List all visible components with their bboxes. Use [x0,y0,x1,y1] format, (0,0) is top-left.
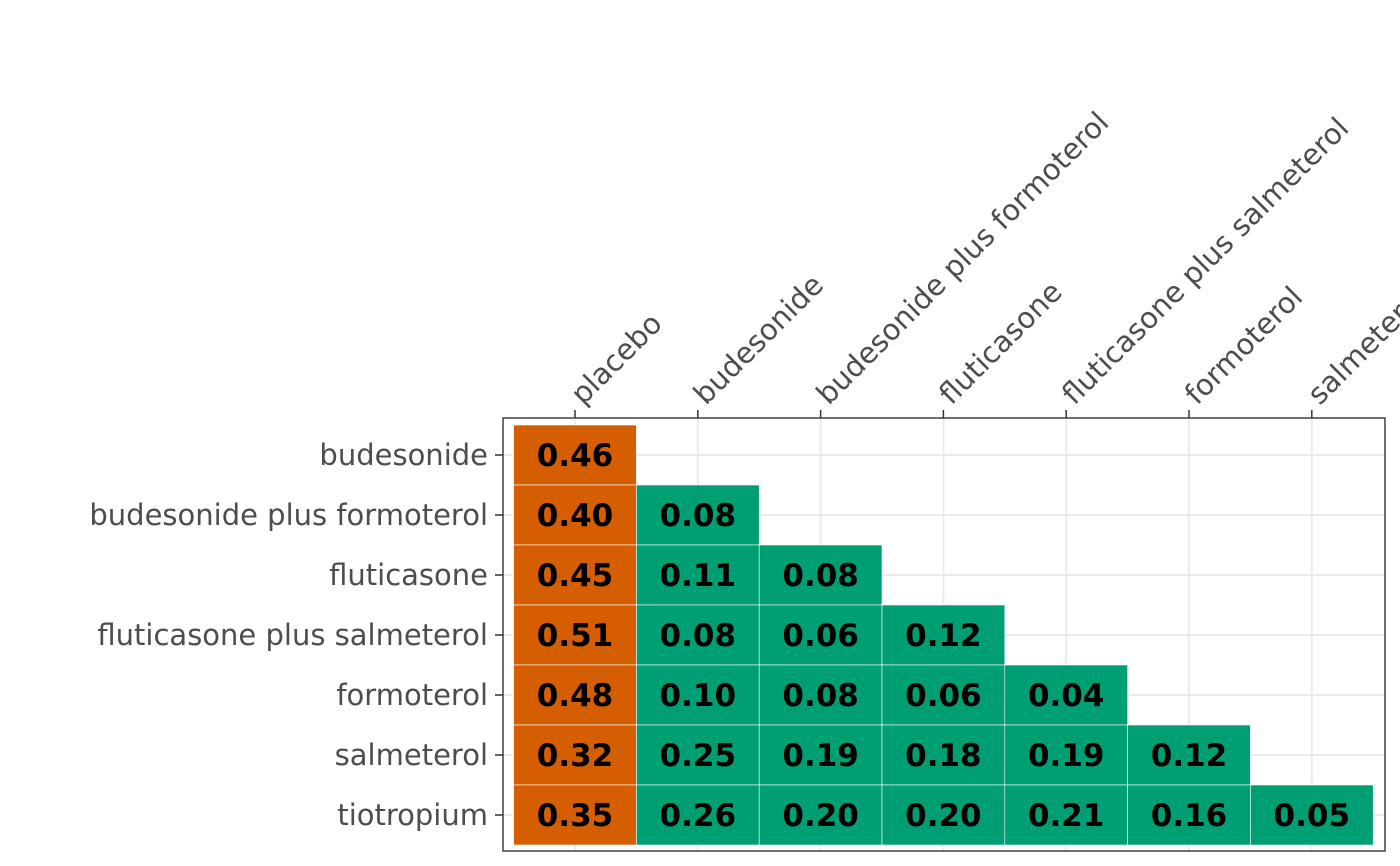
cell-value-label: 0.26 [660,798,737,834]
cell-value-label: 0.08 [660,498,737,534]
heatmap-cell [881,784,1006,846]
heatmap-cell [1004,724,1128,786]
heatmap-cell [513,784,637,846]
cell-value-label: 0.19 [782,738,859,774]
y-tick-label: salmeterol [335,738,488,772]
x-tick-label: formoterol [1178,280,1309,411]
y-axis-ticks: budesonide budesonide plus formoterol flut… [89,438,503,832]
cell-value-label: 0.48 [537,678,614,714]
heatmap-cell [1250,784,1374,846]
cell-value-label: 0.40 [537,498,614,534]
heatmap-cell [513,424,637,486]
cell-value-label: 0.19 [1028,738,1105,774]
y-tick-label: fluticasone [329,558,488,592]
cell-value-label: 0.35 [537,798,614,834]
cell-value-label: 0.20 [782,798,859,834]
heatmap-cell [636,664,760,726]
heatmap-cell [758,784,883,846]
heatmap-cell [881,664,1006,726]
cell-value-label: 0.06 [905,678,982,714]
y-tick-label: budesonide plus formoterol [89,498,488,532]
heatmap-cells: 0.46 0.40 0.08 0.45 0.11 0.08 0.51 0.08 0.06 0.12… [513,424,1374,846]
heatmap-cell [1127,784,1251,846]
heatmap-cell [513,604,637,666]
cell-value-label: 0.11 [660,558,737,594]
x-tick-label: fluticasone [932,275,1068,411]
cell-value-label: 0.51 [537,618,614,654]
y-tick-label: tiotropium [337,798,488,832]
y-tick-label: fluticasone plus salmeterol [97,618,488,652]
x-tick-label: budesonide [687,268,830,411]
cell-value-label: 0.12 [905,618,982,654]
heatmap-cell [513,724,637,786]
heatmap-cell [1004,784,1128,846]
y-tick-label: formoterol [336,678,488,712]
cell-value-label: 0.10 [660,678,737,714]
x-tick-label: salmeterol [1301,278,1400,410]
x-tick-label: placebo [564,306,669,411]
cell-value-label: 0.06 [782,618,859,654]
heatmap-cell [1127,724,1251,786]
heatmap-cell [758,544,883,606]
heatmap-cell [636,724,760,786]
cell-value-label: 0.16 [1151,798,1228,834]
cell-value-label: 0.08 [782,558,859,594]
cell-value-label: 0.05 [1274,798,1351,834]
cell-value-label: 0.25 [660,738,737,774]
cell-value-label: 0.46 [537,438,614,474]
heatmap-cell [513,544,637,606]
cell-value-label: 0.18 [905,738,982,774]
heatmap-cell [758,604,883,666]
cell-value-label: 0.08 [660,618,737,654]
cell-value-label: 0.45 [537,558,614,594]
heatmap-cell [636,484,760,546]
heatmap-cell [636,604,760,666]
heatmap-cell [636,784,760,846]
heatmap-cell [881,604,1006,666]
cell-value-label: 0.20 [905,798,982,834]
heatmap-cell [758,664,883,726]
heatmap-cell [1004,664,1128,726]
cell-value-label: 0.32 [537,738,614,774]
cell-value-label: 0.21 [1028,798,1105,834]
cell-value-label: 0.04 [1028,678,1105,714]
cell-value-label: 0.12 [1151,738,1228,774]
heatmap-cell [513,484,637,546]
cell-value-label: 0.08 [782,678,859,714]
heatmap-cell [881,724,1006,786]
heatmap-cell [513,664,637,726]
y-tick-label: budesonide [319,438,488,472]
